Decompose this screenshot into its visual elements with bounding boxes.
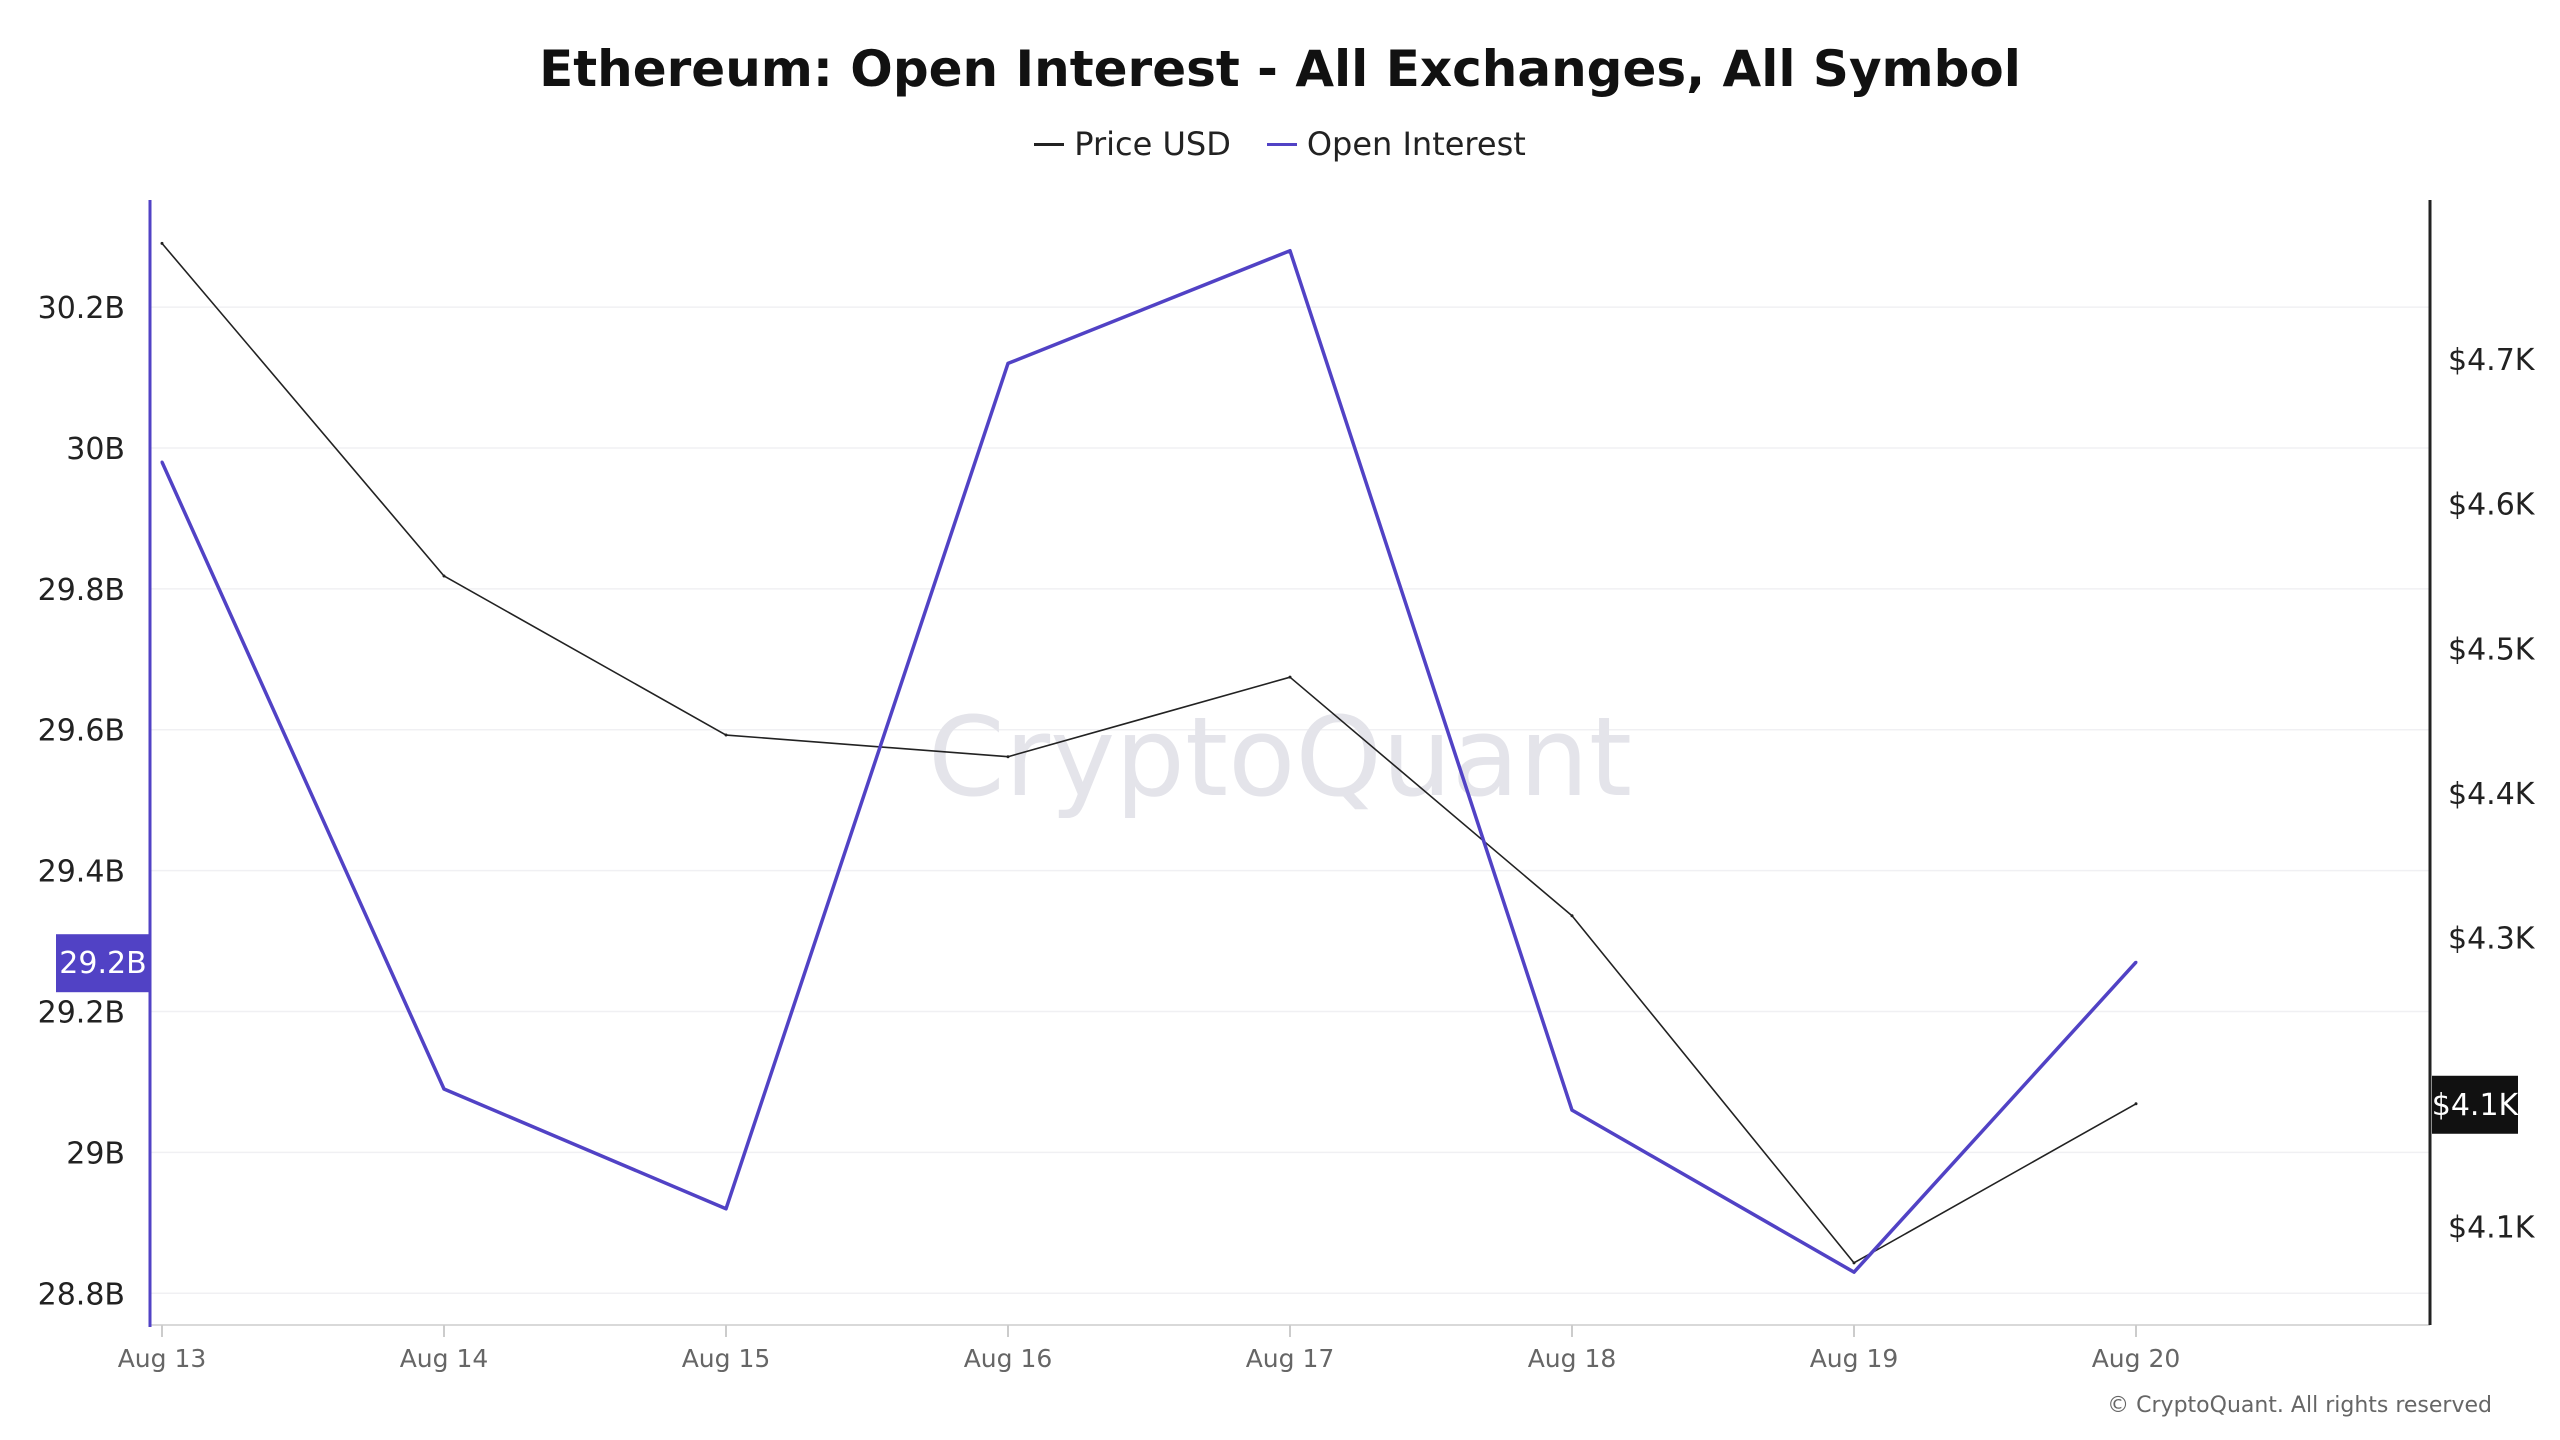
left-tick-label: 30.2B bbox=[38, 291, 125, 326]
right-tick-label: $4.1K bbox=[2448, 1211, 2536, 1246]
axis-layer: 28.8B 29B 29.2B 29.4B 29.6B 29.8B 30B 30.2B $4.1… bbox=[38, 200, 2536, 1373]
price-point bbox=[160, 241, 164, 245]
copyright-text: © CryptoQuant. All rights reserved bbox=[2107, 1393, 2492, 1418]
legend-item-price[interactable]: Price USD bbox=[1034, 125, 1231, 163]
left-tick-label: 30B bbox=[66, 432, 125, 467]
price-point bbox=[442, 574, 446, 578]
open-interest-point bbox=[1852, 1270, 1856, 1274]
right-tick-label: $4.3K bbox=[2448, 921, 2536, 956]
x-tick-label: Aug 13 bbox=[118, 1344, 207, 1373]
price-point bbox=[1288, 675, 1292, 679]
legend: Price USD Open Interest bbox=[0, 125, 2560, 163]
open-interest-point bbox=[2134, 960, 2138, 964]
open-interest-point bbox=[1006, 361, 1010, 365]
left-tick-label: 29.6B bbox=[38, 714, 125, 749]
left-tick-label: 28.8B bbox=[38, 1277, 125, 1312]
right-tick-label: $4.5K bbox=[2448, 632, 2536, 667]
watermark: CryptoQuant bbox=[928, 693, 1632, 821]
series-layer bbox=[160, 241, 2138, 1274]
x-tick-label: Aug 16 bbox=[964, 1344, 1053, 1373]
right-current-badge-label: $4.1K bbox=[2432, 1088, 2520, 1123]
legend-swatch-price bbox=[1034, 142, 1065, 146]
price-point bbox=[1852, 1261, 1856, 1265]
price-point bbox=[724, 733, 728, 737]
price-point bbox=[1006, 755, 1010, 759]
x-tick-label: Aug 20 bbox=[2092, 1344, 2181, 1373]
x-tick-label: Aug 15 bbox=[682, 1344, 771, 1373]
legend-item-open-interest[interactable]: Open Interest bbox=[1266, 125, 1526, 163]
left-tick-label: 29.2B bbox=[38, 996, 125, 1031]
x-tick-label: Aug 17 bbox=[1246, 1344, 1335, 1373]
price-point bbox=[1570, 914, 1574, 918]
open-interest-point bbox=[1570, 1108, 1574, 1112]
right-tick-label: $4.7K bbox=[2448, 343, 2536, 378]
right-tick-label: $4.4K bbox=[2448, 777, 2536, 812]
x-tick-label: Aug 19 bbox=[1810, 1344, 1899, 1373]
right-current-badge bbox=[2432, 1075, 2518, 1134]
x-tick-label: Aug 18 bbox=[1528, 1344, 1617, 1373]
legend-label-price: Price USD bbox=[1074, 125, 1231, 163]
left-current-badge-label: 29.2B bbox=[59, 946, 146, 981]
price-point bbox=[2134, 1102, 2138, 1106]
left-current-badge bbox=[56, 934, 150, 993]
open-interest-point bbox=[160, 460, 164, 464]
right-tick-label: $4.6K bbox=[2448, 488, 2536, 523]
legend-label-open-interest: Open Interest bbox=[1306, 125, 1526, 163]
open-interest-line bbox=[160, 248, 2138, 1274]
grid-layer bbox=[150, 306, 2430, 1295]
open-interest-point bbox=[724, 1207, 728, 1211]
open-interest-point bbox=[1288, 249, 1292, 253]
left-tick-label: 29.4B bbox=[38, 855, 125, 890]
left-tick-label: 29.8B bbox=[38, 573, 125, 608]
legend-swatch-open-interest bbox=[1266, 142, 1297, 146]
open-interest-point bbox=[442, 1087, 446, 1091]
badge-layer: 29.2B $4.1K bbox=[56, 934, 2520, 1134]
x-tick-label: Aug 14 bbox=[400, 1344, 489, 1373]
chart-title: Ethereum: Open Interest - All Exchanges,… bbox=[539, 40, 2021, 98]
left-tick-label: 29B bbox=[66, 1136, 125, 1171]
price-line bbox=[161, 242, 2137, 1264]
